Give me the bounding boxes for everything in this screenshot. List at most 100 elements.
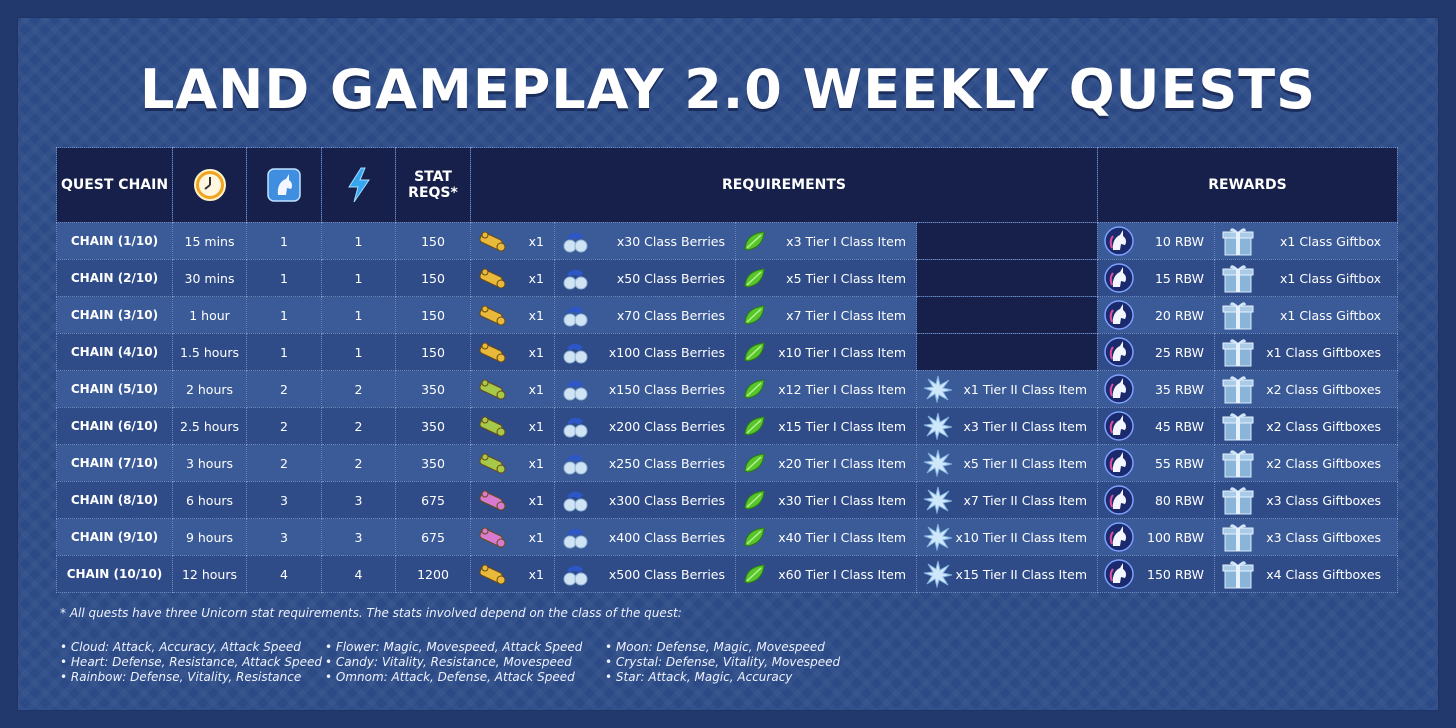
item-qty: x1 (528, 455, 544, 471)
giftbox-reward: x3 Class Giftboxes (1214, 518, 1399, 556)
header-row: QUEST CHAIN STAT REQS* (56, 147, 1399, 223)
giftbox-text: x3 Class Giftboxes (1266, 529, 1382, 545)
time-value: 15 mins (172, 222, 247, 260)
tier1-requirement: x60 Tier I Class Item (735, 555, 917, 593)
rbw-token-icon (1104, 448, 1134, 478)
energy-cost: 2 (321, 370, 396, 408)
giftbox-icon (1222, 339, 1254, 367)
giftbox-icon (1222, 302, 1254, 330)
stat-requirement: 350 (395, 370, 471, 408)
berries-icon (563, 343, 588, 364)
chain-label: CHAIN (6/10) (56, 407, 173, 445)
tier2-requirement: x10 Tier II Class Item (915, 518, 1099, 556)
stat-requirement: 1200 (395, 555, 471, 593)
header-rewards: REWARDS (1097, 147, 1399, 223)
item-requirement: x1 (470, 481, 555, 519)
berries-text: x100 Class Berries (608, 344, 725, 360)
unicorn-count: 4 (246, 555, 322, 593)
tier1-requirement: x40 Tier I Class Item (735, 518, 917, 556)
item-requirement: x1 (470, 222, 555, 260)
crystal-shard-icon (923, 375, 953, 403)
weapon-item-icon (479, 453, 506, 474)
giftbox-icon (1222, 228, 1254, 256)
item-qty: x1 (528, 344, 544, 360)
header-unicorn (246, 147, 322, 223)
unicorn-count: 2 (246, 407, 322, 445)
table-row: CHAIN (7/10) 3 hours 2 2 350 x1 x250 Class Ber… (56, 444, 1399, 482)
footnote: * All quests have three Unicorn stat req… (60, 606, 682, 620)
giftbox-reward: x2 Class Giftboxes (1214, 370, 1399, 408)
rbw-reward: 35 RBW (1097, 370, 1216, 408)
tier2-text: x7 Tier II Class Item (963, 492, 1088, 508)
berries-text: x150 Class Berries (608, 381, 725, 397)
energy-cost: 1 (321, 333, 396, 371)
class-stats-item: Star: Attack, Magic, Accuracy (605, 670, 840, 685)
tier1-requirement: x20 Tier I Class Item (735, 444, 917, 482)
tier1-requirement: x10 Tier I Class Item (735, 333, 917, 371)
unicorn-portrait-icon (267, 168, 301, 202)
berries-text: x300 Class Berries (608, 492, 725, 508)
time-value: 6 hours (172, 481, 247, 519)
rbw-token-icon (1104, 226, 1134, 256)
rbw-text: 35 RBW (1154, 381, 1205, 397)
rbw-token-icon (1104, 411, 1134, 441)
item-qty: x1 (528, 529, 544, 545)
item-qty: x1 (528, 233, 544, 249)
tier1-requirement: x30 Tier I Class Item (735, 481, 917, 519)
class-stats-list-2: Flower: Magic, Movespeed, Attack SpeedCa… (325, 640, 582, 685)
item-qty: x1 (528, 418, 544, 434)
giftbox-text: x2 Class Giftboxes (1266, 418, 1382, 434)
tier2-requirement: x1 Tier II Class Item (915, 370, 1099, 408)
giftbox-text: x1 Class Giftbox (1280, 270, 1382, 286)
tier1-text: x30 Tier I Class Item (778, 492, 906, 508)
rbw-reward: 15 RBW (1097, 259, 1216, 297)
energy-cost: 1 (321, 296, 396, 334)
stat-requirement: 350 (395, 407, 471, 445)
giftbox-text: x1 Class Giftbox (1280, 233, 1382, 249)
tier1-text: x10 Tier I Class Item (778, 344, 906, 360)
rbw-token-icon (1104, 374, 1134, 404)
table-row: CHAIN (9/10) 9 hours 3 3 675 x1 x400 Class Ber… (56, 518, 1399, 556)
leaf-item-icon (744, 342, 765, 362)
giftbox-reward: x3 Class Giftboxes (1214, 481, 1399, 519)
tier1-requirement: x3 Tier I Class Item (735, 222, 917, 260)
item-qty: x1 (528, 270, 544, 286)
class-stats-item: Heart: Defense, Resistance, Attack Speed (60, 655, 322, 670)
time-value: 1 hour (172, 296, 247, 334)
tier1-text: x7 Tier I Class Item (786, 307, 906, 323)
rbw-token-icon (1104, 485, 1134, 515)
giftbox-reward: x1 Class Giftbox (1214, 296, 1399, 334)
table-row: CHAIN (4/10) 1.5 hours 1 1 150 x1 x100 Class B… (56, 333, 1399, 371)
berries-text: x250 Class Berries (608, 455, 725, 471)
header-time (172, 147, 247, 223)
giftbox-text: x1 Class Giftbox (1280, 307, 1382, 323)
weapon-item-icon (479, 305, 506, 326)
berries-requirement: x70 Class Berries (554, 296, 736, 334)
class-stats-item: Cloud: Attack, Accuracy, Attack Speed (60, 640, 322, 655)
rbw-token-icon (1104, 263, 1134, 293)
class-stats-list-1: Cloud: Attack, Accuracy, Attack SpeedHea… (60, 640, 322, 685)
rbw-text: 25 RBW (1154, 344, 1205, 360)
leaf-item-icon (744, 416, 765, 436)
chain-label: CHAIN (3/10) (56, 296, 173, 334)
giftbox-text: x2 Class Giftboxes (1266, 455, 1382, 471)
unicorn-count: 2 (246, 370, 322, 408)
rbw-reward: 45 RBW (1097, 407, 1216, 445)
weapon-item-icon (479, 564, 506, 585)
rbw-reward: 80 RBW (1097, 481, 1216, 519)
item-qty: x1 (528, 492, 544, 508)
tier2-text: x1 Tier II Class Item (963, 381, 1088, 397)
giftbox-reward: x2 Class Giftboxes (1214, 444, 1399, 482)
berries-requirement: x30 Class Berries (554, 222, 736, 260)
stat-requirement: 150 (395, 259, 471, 297)
berries-requirement: x150 Class Berries (554, 370, 736, 408)
rbw-reward: 25 RBW (1097, 333, 1216, 371)
time-value: 30 mins (172, 259, 247, 297)
item-requirement: x1 (470, 444, 555, 482)
energy-cost: 3 (321, 518, 396, 556)
berries-text: x50 Class Berries (616, 270, 725, 286)
chain-label: CHAIN (2/10) (56, 259, 173, 297)
rbw-text: 80 RBW (1154, 492, 1205, 508)
giftbox-reward: x1 Class Giftbox (1214, 259, 1399, 297)
giftbox-reward: x2 Class Giftboxes (1214, 407, 1399, 445)
